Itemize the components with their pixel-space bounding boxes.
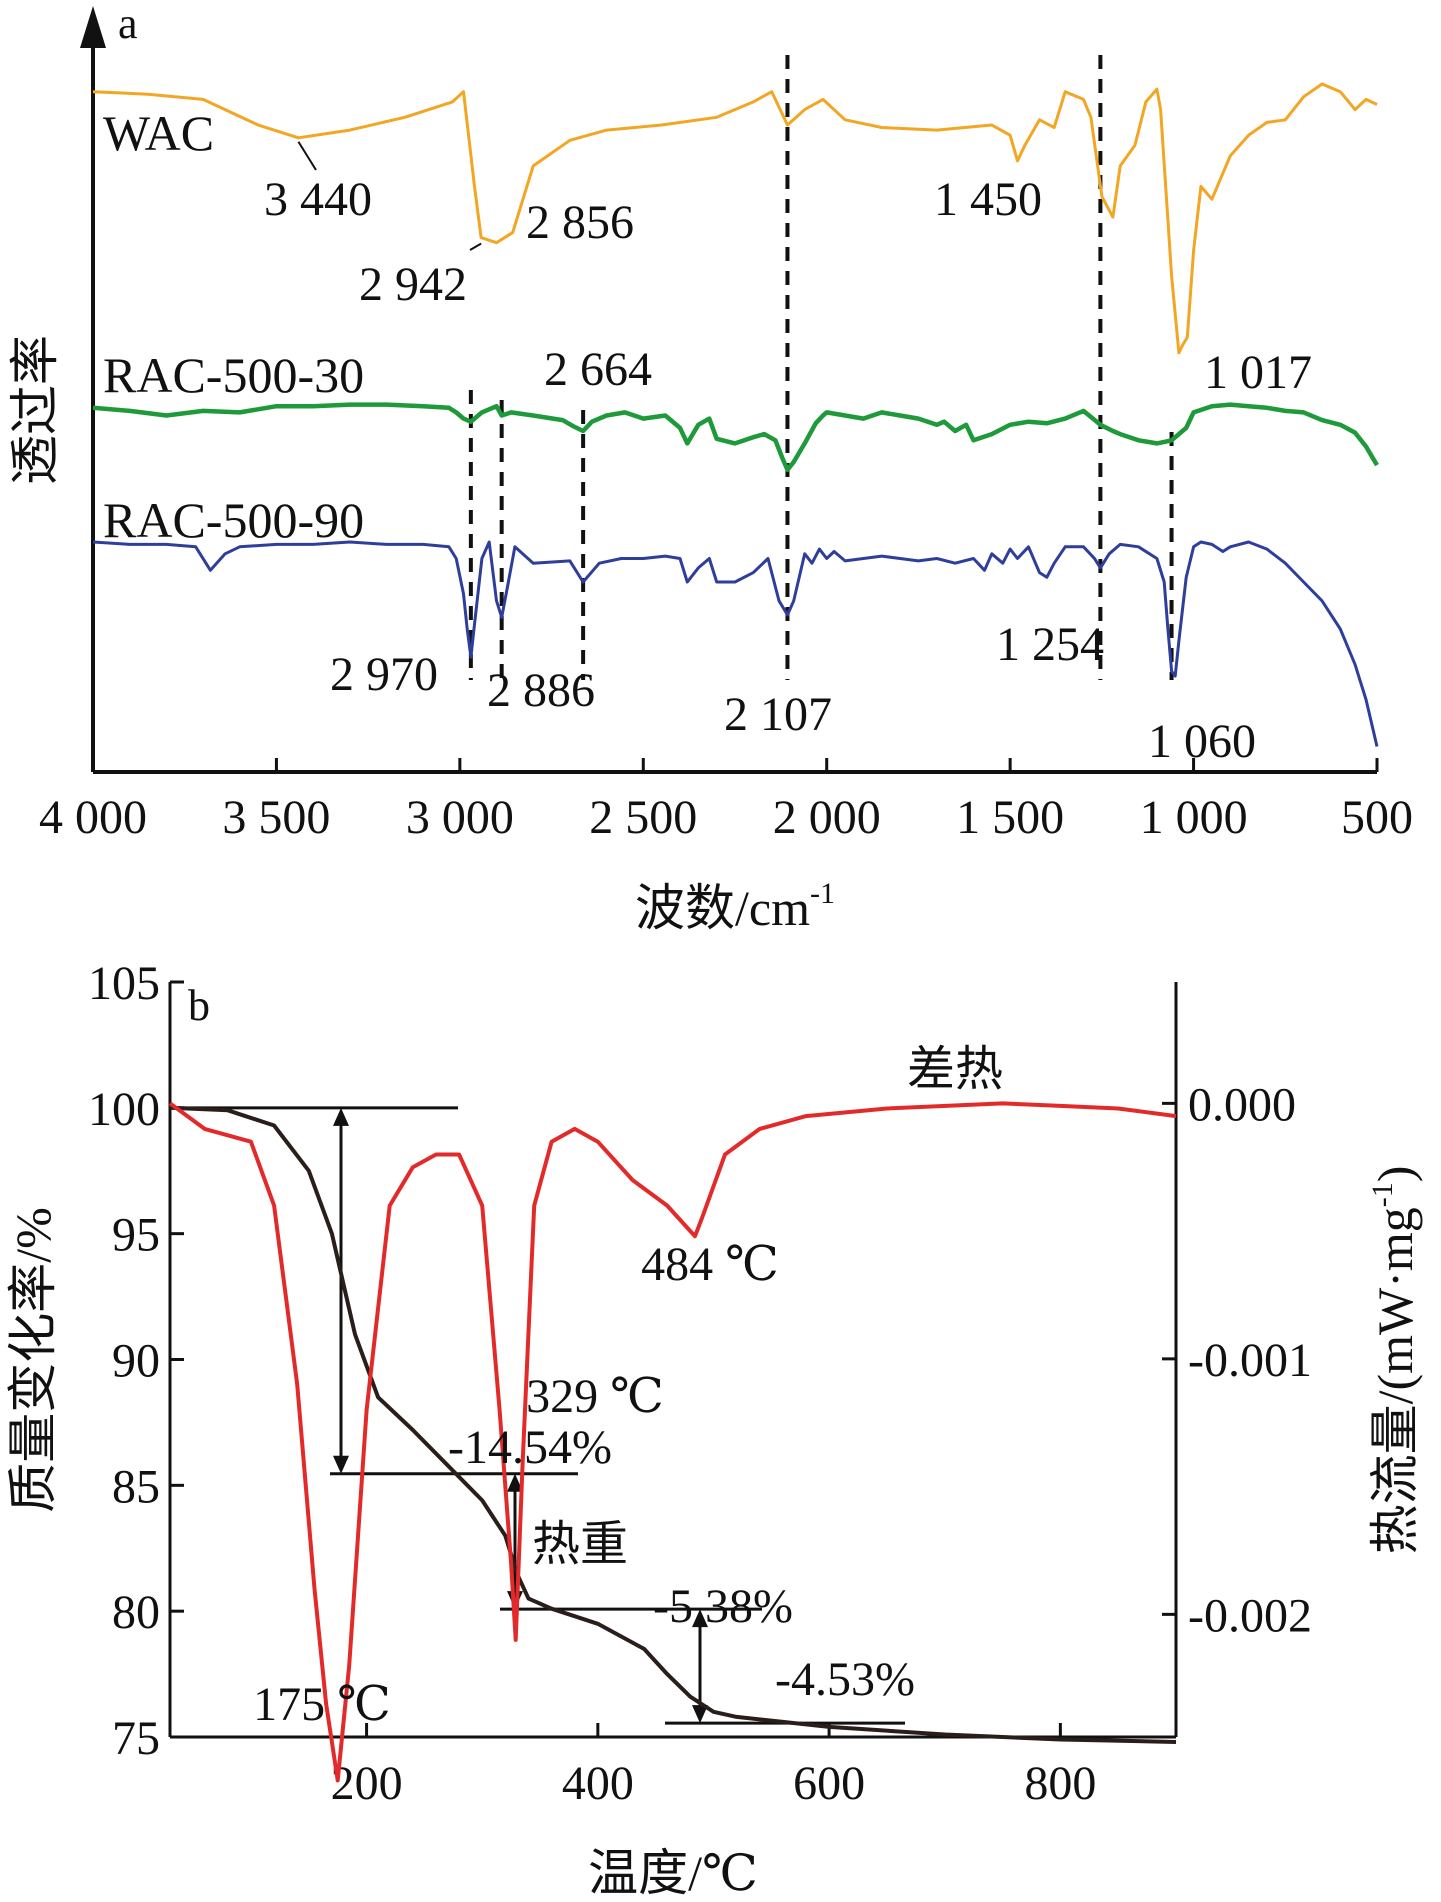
ftir-x-axis-label-sup: -1 [810, 877, 835, 910]
ftir-peak-label: 2 970 [330, 648, 438, 701]
tg-step-arrow-head [507, 1473, 523, 1492]
tg-annotation: 329 ℃ [526, 1370, 664, 1423]
tg-y-tick-label: 80 [112, 1586, 160, 1639]
ftir-series-line [92, 82, 1378, 355]
tg-x-tick-label: 400 [562, 1757, 634, 1810]
tg-y2-axis-label: 热流量/(mW·mg-1) [1366, 1166, 1423, 1555]
tg-x-axis-label: 温度/℃ [588, 1845, 758, 1901]
tg-y-tick-label: 105 [88, 957, 160, 1010]
ftir-series-name: RAC-500-90 [103, 492, 364, 548]
ftir-panel: a 4 000 3 500 3 000 2 500 2 000 1 500 1 000 500… [7, 0, 1413, 936]
ftir-x-tick-label: 3 500 [222, 791, 330, 844]
ftir-peak-label: 1 060 [1148, 715, 1256, 768]
tg-x-tick-label: 800 [1024, 1757, 1096, 1810]
ftir-peak-label: 3 440 [264, 173, 372, 226]
tg-annotation: -4.53% [775, 1653, 915, 1706]
tg-y2-tick-label: 0.000 [1188, 1078, 1296, 1131]
ftir-peak-label: 2 886 [487, 664, 595, 717]
ftir-x-tick-label: 500 [1341, 791, 1413, 844]
tg-step-arrow-head [692, 1609, 708, 1628]
ftir-x-tick-label: 4 000 [39, 791, 147, 844]
tg-y-tick-label: 100 [88, 1083, 160, 1136]
tg-y-tick-label: 85 [112, 1460, 160, 1513]
tg-series-label: 热重 [532, 1518, 628, 1571]
ftir-peak-label: 2 856 [526, 196, 634, 249]
tg-series-label: 差热 [907, 1043, 1003, 1096]
tg-y-tick-label: 90 [112, 1335, 160, 1388]
ftir-x-tick-label: 2 500 [589, 791, 697, 844]
ftir-peak-label: 2 942 [359, 258, 467, 311]
tg-annotation: -5.38% [653, 1580, 793, 1633]
tg-step-arrow-head [692, 1705, 708, 1724]
tg-series-line [168, 1101, 1177, 1783]
ftir-series-name: RAC-500-30 [103, 347, 364, 403]
ftir-x-tick-label: 1 000 [1140, 791, 1248, 844]
tg-x-tick-label: 200 [331, 1757, 403, 1810]
ftir-series-names: WAC RAC-500-30 RAC-500-90 [103, 105, 364, 548]
panel-label-b: b [188, 981, 210, 1030]
tg-dsc-panel: b 200 400 600 800 75 80 85 90 95 100 105 0.000 -0.00… [5, 957, 1423, 1901]
ftir-leader-line [297, 141, 317, 171]
ftir-peak-label: 1 017 [1204, 346, 1312, 399]
ftir-peak-label: 1 450 [934, 173, 1042, 226]
ftir-x-tick-label: 1 500 [956, 791, 1064, 844]
tg-series [168, 1101, 1177, 1783]
ftir-x-tick-label: 2 000 [773, 791, 881, 844]
tg-y2-tick-label: -0.002 [1188, 1589, 1312, 1642]
tg-y-axis-label: 质量变化率/% [5, 1207, 61, 1513]
ftir-y-axis-label: 透过率 [7, 335, 63, 485]
ftir-series-line [92, 540, 1379, 747]
tg-y-tick-label: 75 [112, 1712, 160, 1765]
tg-annotation: -14.54% [448, 1421, 612, 1474]
ftir-series-name: WAC [103, 105, 214, 161]
tg-y2-tick-label: -0.001 [1188, 1334, 1312, 1387]
ftir-series-line [92, 402, 1379, 473]
ftir-dashed-lines [468, 55, 1174, 680]
panel-label-a: a [118, 0, 138, 48]
tg-y-tick-label: 95 [112, 1209, 160, 1262]
ftir-series [92, 82, 1379, 747]
ftir-x-axis-label: 波数/cm-1 [635, 877, 835, 936]
tg-annotation: 484 ℃ [641, 1238, 779, 1291]
ftir-peak-label: 2 664 [544, 343, 652, 396]
tg-series-line [169, 1105, 1177, 1744]
tg-step-arrow-head [333, 1107, 349, 1126]
ftir-x-ticks: 4 000 3 500 3 000 2 500 2 000 1 500 1 000 500 [39, 758, 1413, 844]
ftir-annotations: 3 440 2 942 2 856 1 450 1 017 2 664 2 970 2 886… [264, 141, 1312, 768]
tg-y2-axis-label-sup: -1 [1366, 1182, 1399, 1207]
ftir-x-tick-label: 3 000 [406, 791, 514, 844]
ftir-peak-label: 2 107 [724, 688, 832, 741]
tg-step-arrow-head [333, 1455, 349, 1474]
ftir-y-axis-arrow [80, 6, 106, 48]
tg-y2-axis-label-end: ) [1367, 1166, 1423, 1183]
tg-ticks: 200 400 600 800 75 80 85 90 95 100 105 0.000 -0.001 -… [88, 957, 1312, 1810]
ftir-leader-line [469, 242, 482, 251]
tg-annotation: 175 ℃ [253, 1678, 391, 1731]
tg-x-tick-label: 600 [793, 1757, 865, 1810]
ftir-peak-label: 1 254 [996, 618, 1104, 671]
